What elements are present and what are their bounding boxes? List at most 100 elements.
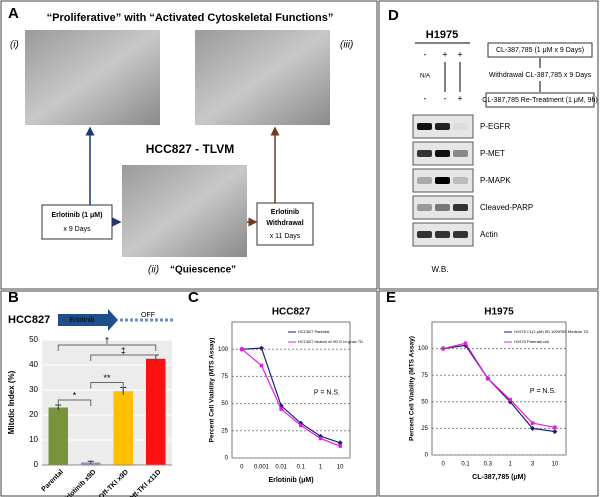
y-axis-label: Mitotic Index (%) (7, 370, 16, 434)
marker (441, 346, 445, 351)
micrograph (122, 165, 247, 257)
series-line (443, 342, 555, 428)
x-tick-label: 0.3 (484, 462, 493, 468)
panel-label: D (388, 7, 399, 24)
marker (258, 345, 265, 351)
legend-label: H1975 Parental cell (514, 339, 549, 344)
significance: ‡ (121, 345, 126, 355)
sign: - (444, 93, 447, 103)
bar (113, 391, 133, 465)
y-tick-label: 30 (29, 385, 38, 394)
x-tick-label: 0.1 (297, 465, 306, 471)
band (453, 150, 468, 157)
x-tick-label: Erlotinib x9D (62, 469, 97, 497)
y-tick-label: 0 (425, 453, 429, 459)
legend-label: HCC827 Parental (298, 329, 329, 334)
panel-label: A (8, 5, 19, 22)
sign: + (457, 93, 462, 103)
band (453, 204, 468, 211)
x-tick-label: Parental (40, 469, 65, 494)
band (417, 123, 432, 130)
panel-frame (378, 0, 599, 290)
significance: * (73, 390, 77, 400)
x-tick-label: 0.001 (254, 465, 270, 471)
image-caption: “Quiescence” (170, 265, 236, 276)
box-text: Erlotinib (1 μM) (52, 212, 103, 219)
y-tick-label: 50 (221, 401, 228, 407)
step-box (485, 92, 595, 108)
significance: † (104, 335, 109, 345)
x-tick-label: 0.1 (461, 462, 470, 468)
plot-area (431, 321, 567, 456)
marker (508, 397, 512, 402)
y-tick-label: 100 (418, 346, 429, 352)
band (453, 231, 468, 238)
phase-label: Erlotinib (69, 317, 94, 324)
bracket (90, 354, 157, 361)
x-tick-label: 1 (508, 462, 512, 468)
box-text: x 11 Days (270, 233, 301, 240)
band (453, 123, 468, 130)
chart-title: H1975 (484, 307, 514, 318)
legend-label: H1975 CL(1 μM) 9D 10%FBS Medium 7D (514, 329, 588, 334)
micrograph (25, 30, 160, 125)
bar (48, 407, 68, 465)
marker (337, 440, 343, 446)
marker (338, 444, 342, 448)
significance: ** (103, 373, 111, 383)
y-tick-label: 100 (218, 347, 229, 353)
marker (463, 341, 468, 346)
sign: - (424, 93, 427, 103)
x-tick-label: 1 (319, 465, 323, 471)
legend-label: HCC827 treated w/ 9D E re-grow 7D (298, 339, 363, 344)
x-tick-label: 10 (551, 462, 558, 468)
image-label: (iii) (340, 40, 353, 51)
step-box (487, 42, 593, 58)
step-text: CL-387,785 Re-Treatment (1 μM, 9h) (482, 97, 597, 104)
blot-label: P-MAPK (480, 176, 511, 185)
panel-label: B (8, 289, 19, 306)
annotation: P = N.S. (530, 388, 556, 395)
marker (259, 363, 264, 368)
sign: N/A (420, 74, 430, 80)
panel-frame (0, 290, 378, 497)
band (435, 177, 450, 184)
y-tick-label: 75 (221, 374, 228, 380)
y-tick-label: 10 (29, 435, 38, 444)
chart-title: HCC827 (272, 307, 311, 318)
bracket (57, 344, 157, 351)
micrograph (195, 30, 330, 125)
y-tick-label: 50 (421, 399, 428, 405)
y-tick-label: 50 (29, 335, 38, 344)
panel-title: “Proliferative” with “Activated Cytoskel… (47, 12, 334, 24)
blot-label: Cleaved-PARP (480, 203, 533, 212)
band (417, 150, 432, 157)
x-tick-label: 10 (337, 465, 344, 471)
marker (486, 376, 490, 381)
marker (530, 421, 535, 425)
image-label: (ii) (148, 265, 159, 276)
marker (552, 429, 558, 435)
plot-area (231, 321, 351, 459)
x-tick-label: 0 (240, 465, 244, 471)
y-tick-label: 25 (221, 428, 228, 434)
x-tick-label: Off-TKI x9D (98, 469, 130, 497)
x-tick-label: 0 (441, 462, 445, 468)
marker (318, 436, 323, 441)
panel-label: E (386, 289, 396, 306)
y-tick-label: 25 (421, 426, 428, 432)
phase-arrow (58, 309, 118, 331)
panel-frame (378, 290, 599, 497)
y-tick-label: 20 (29, 410, 38, 419)
marker (529, 425, 536, 431)
step-text: CL-387,785 (1 μM x 9 Days) (496, 47, 584, 54)
cell-line: H1975 (426, 29, 458, 41)
marker (553, 425, 557, 430)
y-tick-label: 75 (421, 373, 428, 379)
band (453, 177, 468, 184)
annotation: P = N.S. (314, 390, 340, 397)
x-tick-label: 0.01 (275, 465, 287, 471)
bracket (57, 399, 92, 406)
band (435, 204, 450, 211)
y-tick-label: 0 (34, 460, 39, 469)
